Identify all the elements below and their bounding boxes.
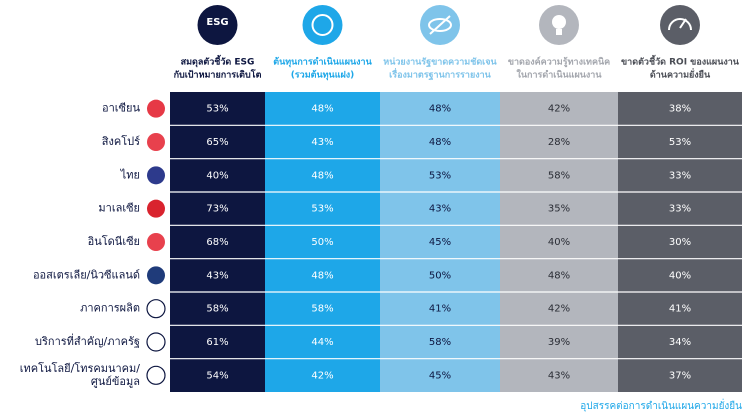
cell-value: 35% xyxy=(548,204,570,215)
footer-note: อุปสรรคต่อการดำเนินแผนความยั่งยืน xyxy=(580,398,742,412)
row-icon xyxy=(147,133,165,151)
cell-value: 48% xyxy=(311,170,333,181)
cell-value: 58% xyxy=(206,304,228,315)
cell-value: 61% xyxy=(206,337,228,348)
row-label: ออสเตรเลีย/นิวซีแลนด์ xyxy=(33,268,140,281)
icon-glyph xyxy=(428,18,452,32)
cell-value: 65% xyxy=(206,137,228,148)
row-label: ภาคการผลิต xyxy=(80,302,140,315)
cell-value: 40% xyxy=(669,270,691,281)
row-label: ศูนย์ข้อมูล xyxy=(91,375,140,388)
cell-value: 48% xyxy=(429,137,451,148)
column-header: ขาดตัวชี้วัด ROI ของแผนงาน xyxy=(621,55,740,68)
cell-value: 48% xyxy=(548,270,570,281)
cell-value: 42% xyxy=(548,104,570,115)
cell-value: 33% xyxy=(669,204,691,215)
column-header: ด้านความยั่งยืน xyxy=(650,68,711,81)
cell-value: 43% xyxy=(429,204,451,215)
row-icon xyxy=(147,99,165,118)
column-icon xyxy=(197,5,238,45)
row-label: มาเลเซีย xyxy=(98,202,140,215)
row-label: บริการที่สำคัญ/ภาครัฐ xyxy=(35,333,140,348)
icon-glyph xyxy=(311,14,334,36)
icon-glyph xyxy=(429,15,451,35)
row-label: สิงคโปร์ xyxy=(101,134,140,148)
column-header: ขาดองค์ความรู้ทางเทคนิค xyxy=(508,56,610,68)
cell-value: 42% xyxy=(548,304,570,315)
cell-value: 41% xyxy=(429,304,451,315)
row-label: ไทย xyxy=(120,168,140,181)
cell-value: 43% xyxy=(311,137,333,148)
cell-value: 39% xyxy=(548,337,570,348)
icon-glyph xyxy=(679,18,687,29)
cell-value: 41% xyxy=(669,304,691,315)
cell-value: 34% xyxy=(669,337,691,348)
cell-value: 48% xyxy=(311,270,333,281)
cell-value: 28% xyxy=(548,137,570,148)
column-icon xyxy=(302,5,343,45)
cell-value: 45% xyxy=(429,237,451,248)
column-header: สมดุลตัวชี้วัด ESG xyxy=(181,55,255,68)
cell-value: 44% xyxy=(311,337,333,348)
cell-value: 58% xyxy=(311,304,333,315)
cell-value: 38% xyxy=(669,104,691,115)
row-label: อาเซียน xyxy=(102,102,140,115)
cell-value: 58% xyxy=(429,337,451,348)
cell-value: 30% xyxy=(669,237,691,248)
column-band xyxy=(500,92,618,392)
cell-value: 53% xyxy=(669,137,691,148)
cell-value: 43% xyxy=(206,270,228,281)
column-header: เรื่องมาตรฐานการรายงาน xyxy=(389,68,491,81)
row-icon xyxy=(147,199,165,218)
cell-value: 33% xyxy=(669,170,691,181)
column-band xyxy=(170,92,265,392)
column-header: ต้นทุนการดำเนินแผนงาน xyxy=(273,57,372,68)
row-icon xyxy=(146,332,166,352)
icon-glyph xyxy=(552,15,566,29)
cell-value: 50% xyxy=(429,270,451,281)
row-icon xyxy=(147,233,165,251)
row-icon xyxy=(146,365,166,385)
column-band xyxy=(618,92,742,392)
cell-value: 40% xyxy=(548,237,570,248)
cell-value: 58% xyxy=(548,170,570,181)
column-icon xyxy=(660,5,700,45)
column-header: กับเป้าหมายการเติบโต xyxy=(174,69,262,81)
column-header: (รวมต้นทุนแฝง) xyxy=(291,70,355,81)
cell-value: 53% xyxy=(311,204,333,215)
cell-value: 43% xyxy=(548,370,570,381)
cell-value: 37% xyxy=(669,370,691,381)
column-band xyxy=(265,92,380,392)
cell-value: 53% xyxy=(429,170,451,181)
row-label: เทคโนโลยี/โทรคมนาคม/ xyxy=(20,361,141,375)
row-icon xyxy=(147,166,165,185)
column-header: ในการดำเนินแผนงาน xyxy=(517,69,603,81)
cell-value: 40% xyxy=(206,170,228,181)
icon-text: ESG xyxy=(206,17,228,28)
row-icon xyxy=(147,266,165,285)
cell-value: 53% xyxy=(206,104,228,115)
cell-value: 54% xyxy=(206,370,228,381)
row-icon xyxy=(146,299,166,319)
cell-value: 42% xyxy=(311,370,333,381)
cell-value: 68% xyxy=(206,237,228,248)
icon-glyph xyxy=(668,18,692,31)
cell-value: 50% xyxy=(311,237,333,248)
cell-value: 45% xyxy=(429,370,451,381)
cell-value: 48% xyxy=(311,104,333,115)
column-header: หน่วยงานรัฐขาดความชัดเจน xyxy=(383,57,497,68)
cell-value: 73% xyxy=(206,204,228,215)
cell-value: 48% xyxy=(429,104,451,115)
column-band xyxy=(380,92,500,392)
row-label: อินโดนีเซีย xyxy=(87,234,140,248)
icon-glyph xyxy=(556,29,562,35)
